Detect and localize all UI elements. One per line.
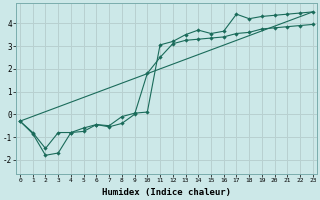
X-axis label: Humidex (Indice chaleur): Humidex (Indice chaleur) [102, 188, 231, 197]
